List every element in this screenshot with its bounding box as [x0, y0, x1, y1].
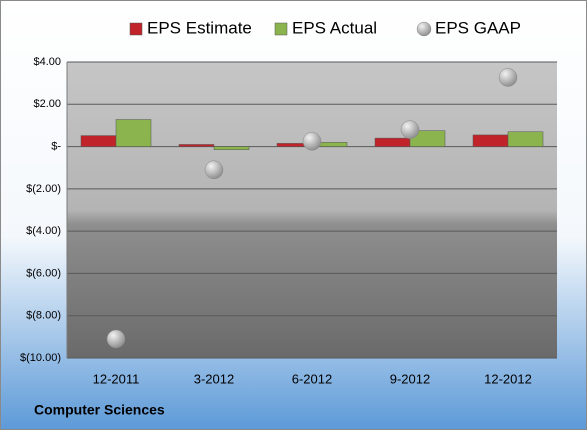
x-tick-label: 3-2012 — [194, 371, 234, 386]
x-tick-label: 9-2012 — [390, 371, 430, 386]
x-tick-label: 12-2012 — [484, 371, 532, 386]
plot-area — [67, 62, 557, 358]
y-tick-label: $(2.00) — [26, 183, 61, 195]
x-tick-label: 12-2011 — [93, 371, 140, 386]
x-tick-label: 6-2012 — [292, 371, 332, 386]
legend-label: EPS Actual — [292, 18, 377, 37]
bar — [80, 135, 117, 147]
y-tick-label: $(4.00) — [26, 225, 61, 237]
bar — [472, 134, 509, 147]
y-tick-label: $(10.00) — [20, 352, 61, 364]
y-tick-label: $4.00 — [33, 56, 61, 68]
chart-title: Computer Sciences — [34, 402, 165, 418]
legend-label: EPS Estimate — [147, 18, 252, 37]
bar — [374, 137, 411, 147]
y-tick-label: $- — [51, 140, 61, 152]
scatter-point — [106, 329, 126, 349]
scatter-point — [302, 132, 322, 151]
legend-marker — [129, 22, 143, 36]
y-tick-label: $(8.00) — [26, 310, 61, 322]
bar — [213, 146, 250, 150]
legend-marker — [416, 21, 432, 37]
legend-label: EPS GAAP — [435, 18, 521, 37]
scatter-point — [204, 160, 224, 180]
bar — [178, 144, 215, 147]
scatter-point — [400, 120, 420, 139]
y-tick-label: $(6.00) — [26, 267, 61, 279]
legend-marker — [274, 22, 288, 36]
bar — [507, 131, 544, 147]
bar — [115, 119, 152, 147]
scatter-point — [498, 68, 518, 87]
y-tick-label: $2.00 — [33, 98, 61, 110]
